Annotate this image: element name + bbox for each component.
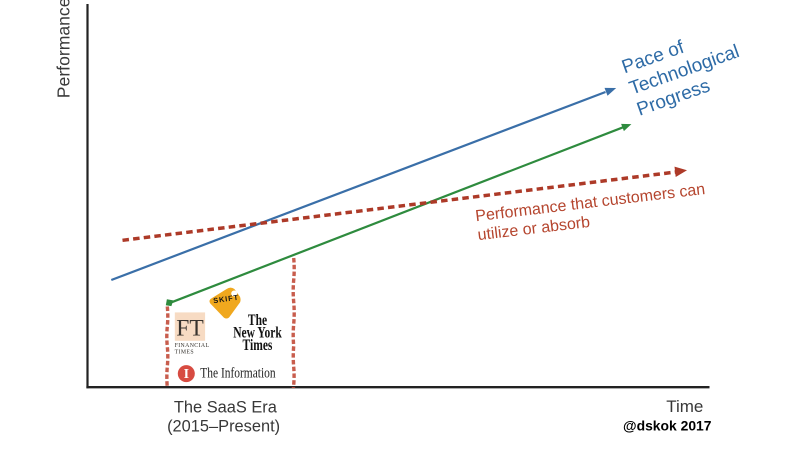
svg-text:Times: Times xyxy=(243,337,273,354)
svg-text:FINANCIAL: FINANCIAL xyxy=(175,343,210,349)
svg-text:I: I xyxy=(184,367,189,382)
svg-text:The Information: The Information xyxy=(200,364,276,381)
svg-text:SKIFT: SKIFT xyxy=(213,293,240,306)
svg-text:FT: FT xyxy=(176,315,203,341)
svg-text:TIMES: TIMES xyxy=(175,349,194,355)
svg-text:Performance: Performance xyxy=(54,0,74,98)
svg-text:Performance that customers can: Performance that customers can xyxy=(474,181,706,225)
svg-text:The SaaS Era: The SaaS Era xyxy=(174,399,278,417)
svg-text:(2015–Present): (2015–Present) xyxy=(167,417,280,435)
svg-text:New York: New York xyxy=(233,325,282,342)
svg-text:The: The xyxy=(248,312,267,329)
svg-text:Time: Time xyxy=(666,397,703,416)
svg-text:@dskok 2017: @dskok 2017 xyxy=(623,417,712,433)
